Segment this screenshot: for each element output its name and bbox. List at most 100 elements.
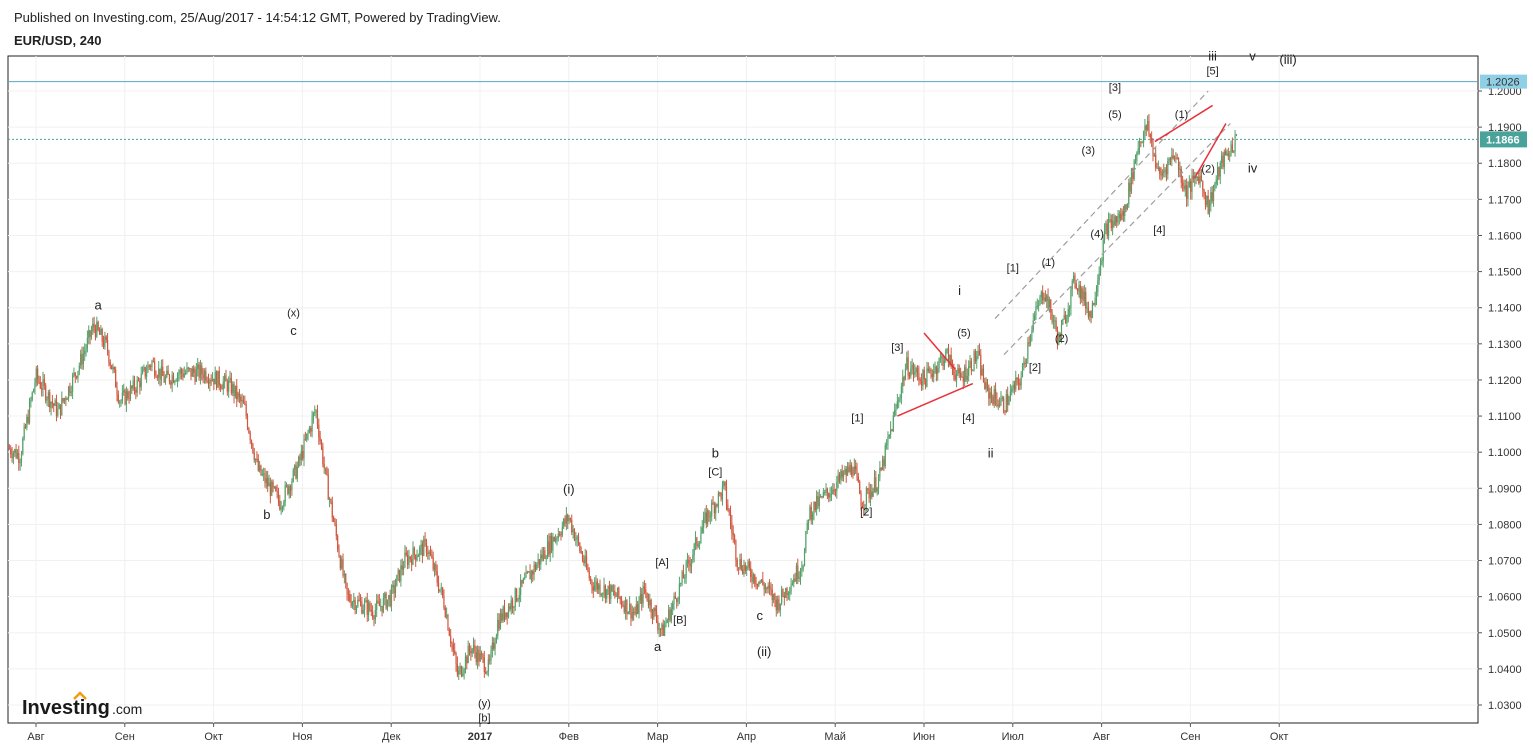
- candle-body: [242, 400, 245, 404]
- candle-body: [999, 404, 1001, 406]
- candle-body: [222, 381, 224, 390]
- current-price-label: 1.1866: [1486, 134, 1520, 146]
- candle-body: [505, 612, 507, 619]
- candle-body: [115, 369, 117, 388]
- candle-body: [94, 327, 97, 337]
- candle-body: [436, 571, 438, 583]
- candle-body: [80, 353, 82, 366]
- candle-body: [591, 580, 593, 587]
- candle-body: [927, 368, 929, 372]
- candle-body: [479, 653, 481, 662]
- wave-label: iv: [1248, 160, 1258, 175]
- candle-body: [493, 642, 495, 649]
- candle-body: [676, 598, 678, 602]
- candle-body: [712, 502, 714, 505]
- candle-body: [419, 547, 421, 556]
- candle-body: [467, 645, 469, 664]
- candle-body: [739, 559, 741, 569]
- candle-body: [1055, 320, 1057, 331]
- candle-body: [569, 518, 572, 520]
- candle-body: [957, 368, 959, 375]
- candle-body: [1161, 171, 1164, 176]
- candle-body: [324, 467, 327, 469]
- candle-body: [444, 607, 446, 617]
- candle-body: [689, 563, 691, 567]
- candle-body: [565, 514, 567, 524]
- candle-body: [887, 437, 889, 445]
- candle-body: [837, 474, 839, 483]
- candle-body: [899, 398, 901, 401]
- candle-body: [462, 673, 464, 676]
- candle-body: [272, 481, 274, 488]
- candle-body: [163, 375, 165, 383]
- candle-body: [245, 404, 247, 417]
- candle-body: [822, 492, 824, 498]
- candle-body: [127, 391, 129, 399]
- candle-body: [421, 544, 424, 557]
- candle-body: [229, 377, 231, 382]
- y-tick-label: 1.0700: [1488, 556, 1522, 568]
- candle-body: [678, 583, 680, 600]
- candle-body: [750, 567, 752, 577]
- candle-body: [186, 367, 188, 373]
- candle-body: [707, 510, 709, 525]
- candle-body: [474, 645, 476, 653]
- candle-body: [398, 569, 401, 582]
- candle-body: [859, 481, 861, 494]
- y-tick-label: 1.2000: [1488, 86, 1522, 98]
- candle-body: [46, 399, 48, 401]
- trend-lines: [897, 104, 1227, 417]
- candle-body: [863, 507, 865, 509]
- candle-body: [861, 506, 863, 508]
- candle-body: [756, 583, 759, 586]
- candle-body: [482, 654, 484, 658]
- candle-body: [1011, 388, 1013, 392]
- candle-body: [1024, 362, 1026, 364]
- candle-body: [846, 466, 849, 476]
- candle-body: [651, 612, 654, 618]
- candle-body: [1192, 175, 1194, 179]
- candle-body: [517, 599, 519, 601]
- logo-mark-icon: [73, 691, 87, 700]
- candle-body: [498, 619, 500, 629]
- candle-body: [688, 559, 690, 564]
- candle-body: [1187, 187, 1189, 200]
- candle-body: [896, 400, 898, 408]
- candle-body: [112, 367, 114, 370]
- candle-body: [782, 589, 784, 596]
- candle-body: [1066, 317, 1068, 324]
- candle-body: [1051, 312, 1053, 323]
- candle-body: [439, 589, 441, 592]
- candle-body: [478, 649, 480, 662]
- logo-suffix: .com: [112, 701, 142, 717]
- candle-body: [580, 550, 582, 554]
- candle-body: [950, 355, 952, 365]
- candle-body: [642, 586, 644, 604]
- candle-body: [259, 465, 261, 471]
- candle-body: [697, 544, 699, 547]
- candle-body: [292, 469, 294, 482]
- candle-body: [133, 380, 136, 391]
- candle-body: [1086, 307, 1088, 309]
- candle-body: [879, 468, 881, 477]
- time-axis[interactable]: Авг Сен Окт Ноя Дек 2017 Фев Мар Апр Май Июн Июл Авг…: [27, 723, 1288, 743]
- price-axis[interactable]: 1.0300 1.0400 1.0500 1.0600 1.0700 1.0800 1.09…: [1478, 74, 1527, 712]
- candle-body: [1000, 398, 1002, 405]
- candle-body: [327, 474, 329, 500]
- candle-body: [716, 504, 718, 506]
- candle-body: [548, 541, 550, 555]
- candle-body: [1216, 167, 1219, 180]
- candle-body: [637, 604, 639, 614]
- candle-body: [322, 446, 324, 465]
- candle-body: [911, 364, 913, 370]
- candle-body: [455, 653, 457, 664]
- candle-body: [803, 551, 806, 566]
- candle-body: [926, 368, 928, 387]
- candle-body: [1134, 160, 1137, 162]
- candle-body: [428, 551, 430, 554]
- wave-label: [b]: [478, 712, 490, 724]
- candle-body: [550, 535, 553, 551]
- wave-label: (ii): [757, 644, 771, 659]
- candle-body: [1181, 182, 1184, 186]
